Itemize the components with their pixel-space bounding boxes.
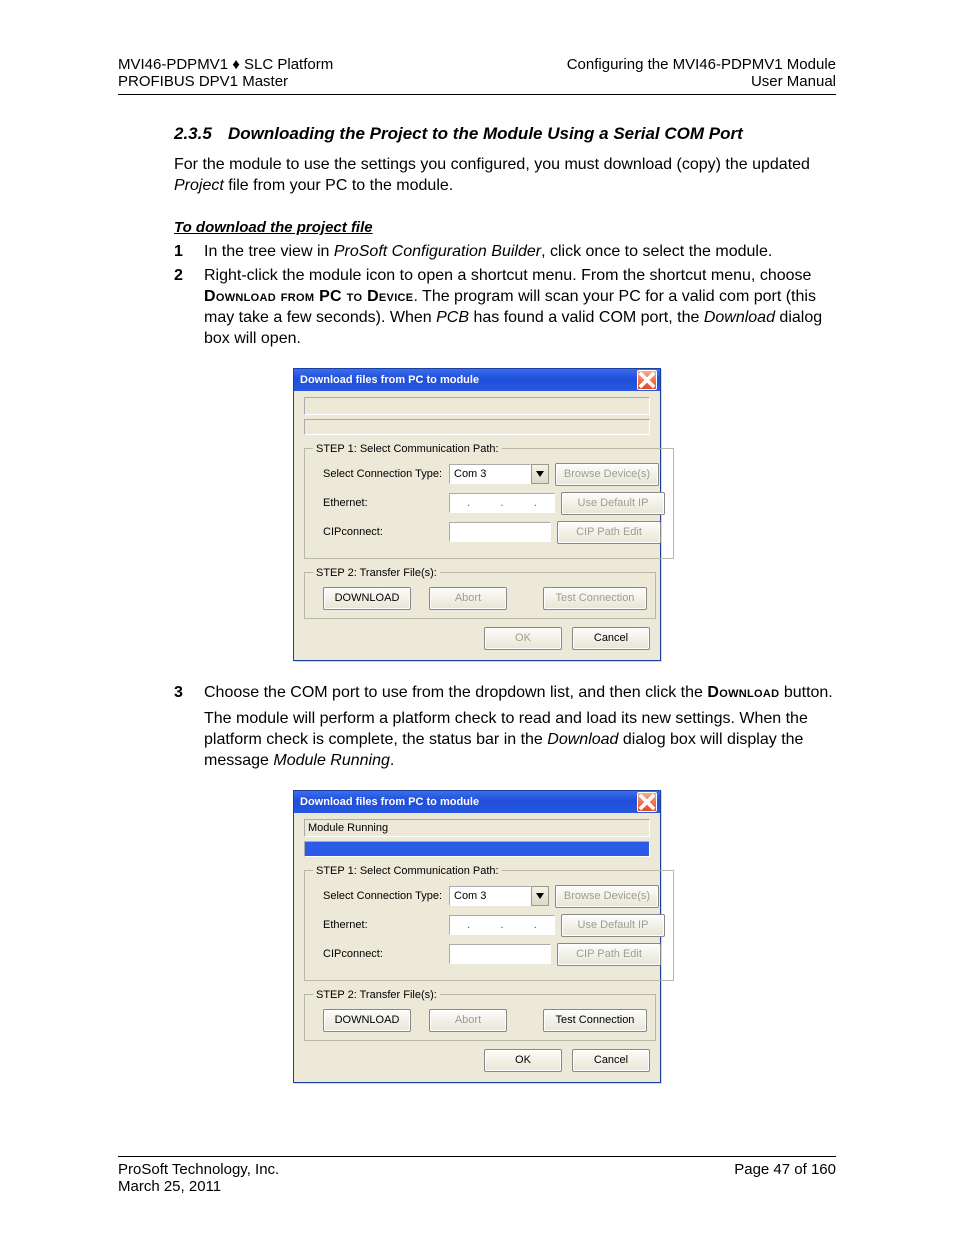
- section-heading: 2.3.5 Downloading the Project to the Mod…: [174, 123, 836, 145]
- test-connection-button[interactable]: Test Connection: [543, 1009, 647, 1032]
- conn-type-combo[interactable]: Com 3: [449, 886, 549, 906]
- cip-path-edit-button[interactable]: CIP Path Edit: [557, 521, 661, 544]
- cip-field[interactable]: [449, 944, 551, 964]
- page-footer: ProSoft Technology, Inc. March 25, 2011 …: [118, 1156, 836, 1195]
- step2-legend: STEP 2: Transfer File(s):: [313, 989, 440, 1001]
- header-rule: [118, 94, 836, 95]
- dialog-2-wrap: Download files from PC to module Module …: [118, 790, 836, 1083]
- footer-page: Page 47 of 160: [734, 1161, 836, 1195]
- use-default-ip-button[interactable]: Use Default IP: [561, 914, 665, 937]
- dialog-body: Module Running STEP 1: Select Communicat…: [294, 813, 660, 1082]
- abort-button[interactable]: Abort: [429, 1009, 507, 1032]
- conn-type-label: Select Connection Type:: [313, 468, 443, 480]
- download-button[interactable]: DOWNLOAD: [323, 1009, 411, 1032]
- step1-legend: STEP 1: Select Communication Path:: [313, 865, 502, 877]
- ok-button[interactable]: OK: [484, 1049, 562, 1072]
- progress-bar: [304, 419, 650, 435]
- dialog-title: Download files from PC to module: [300, 374, 479, 386]
- status-line: Module Running: [304, 819, 650, 837]
- step-2: 2 Right-click the module icon to open a …: [174, 266, 836, 349]
- test-connection-button[interactable]: Test Connection: [543, 587, 647, 610]
- ok-button[interactable]: OK: [484, 627, 562, 650]
- dialog-body: STEP 1: Select Communication Path: Selec…: [294, 391, 660, 660]
- step-1: 1 In the tree view in ProSoft Configurat…: [174, 242, 836, 263]
- cancel-button[interactable]: Cancel: [572, 1049, 650, 1072]
- ethernet-label: Ethernet:: [313, 497, 443, 509]
- close-icon[interactable]: [637, 370, 657, 390]
- conn-type-combo[interactable]: Com 3: [449, 464, 549, 484]
- header-left-1: MVI46-PDPMV1 ♦ SLC Platform: [118, 56, 333, 73]
- ethernet-field[interactable]: ...: [449, 493, 555, 513]
- download-dialog-initial: Download files from PC to module STEP 1:…: [293, 368, 661, 661]
- step2-legend: STEP 2: Transfer File(s):: [313, 567, 440, 579]
- step-3: 3 Choose the COM port to use from the dr…: [174, 683, 836, 772]
- page: MVI46-PDPMV1 ♦ SLC Platform PROFIBUS DPV…: [0, 0, 954, 1235]
- footer-date: March 25, 2011: [118, 1178, 279, 1195]
- step2-group: STEP 2: Transfer File(s): DOWNLOAD Abort…: [304, 567, 656, 619]
- status-line: [304, 397, 650, 415]
- cip-label: CIPconnect:: [313, 526, 443, 538]
- ethernet-field[interactable]: ...: [449, 915, 555, 935]
- page-header: MVI46-PDPMV1 ♦ SLC Platform PROFIBUS DPV…: [118, 56, 836, 90]
- progress-bar: [304, 841, 650, 857]
- chevron-down-icon[interactable]: [531, 464, 549, 484]
- step1-group: STEP 1: Select Communication Path: Selec…: [304, 443, 674, 559]
- footer-rule: [118, 1156, 836, 1157]
- cip-field[interactable]: [449, 522, 551, 542]
- intro-paragraph: For the module to use the settings you c…: [174, 155, 836, 197]
- sub-heading: To download the project file: [174, 219, 836, 236]
- dialog-titlebar[interactable]: Download files from PC to module: [294, 791, 660, 813]
- cancel-button[interactable]: Cancel: [572, 627, 650, 650]
- header-left-2: PROFIBUS DPV1 Master: [118, 73, 333, 90]
- abort-button[interactable]: Abort: [429, 587, 507, 610]
- dialog-1-wrap: Download files from PC to module STEP 1:…: [118, 368, 836, 661]
- dialog-titlebar[interactable]: Download files from PC to module: [294, 369, 660, 391]
- footer-company: ProSoft Technology, Inc.: [118, 1161, 279, 1178]
- conn-type-value: Com 3: [449, 886, 531, 906]
- step1-legend: STEP 1: Select Communication Path:: [313, 443, 502, 455]
- download-dialog-running: Download files from PC to module Module …: [293, 790, 661, 1083]
- step2-group: STEP 2: Transfer File(s): DOWNLOAD Abort…: [304, 989, 656, 1041]
- chevron-down-icon[interactable]: [531, 886, 549, 906]
- browse-devices-button[interactable]: Browse Device(s): [555, 463, 659, 486]
- section-title: Downloading the Project to the Module Us…: [228, 123, 743, 145]
- section-number: 2.3.5: [174, 123, 228, 145]
- conn-type-value: Com 3: [449, 464, 531, 484]
- conn-type-label: Select Connection Type:: [313, 890, 443, 902]
- browse-devices-button[interactable]: Browse Device(s): [555, 885, 659, 908]
- cip-label: CIPconnect:: [313, 948, 443, 960]
- step1-group: STEP 1: Select Communication Path: Selec…: [304, 865, 674, 981]
- step-list-cont: 3 Choose the COM port to use from the dr…: [174, 683, 836, 772]
- use-default-ip-button[interactable]: Use Default IP: [561, 492, 665, 515]
- ethernet-label: Ethernet:: [313, 919, 443, 931]
- dialog-title: Download files from PC to module: [300, 796, 479, 808]
- close-icon[interactable]: [637, 792, 657, 812]
- step-list: 1 In the tree view in ProSoft Configurat…: [174, 242, 836, 350]
- header-right-2: User Manual: [567, 73, 836, 90]
- cip-path-edit-button[interactable]: CIP Path Edit: [557, 943, 661, 966]
- header-right-1: Configuring the MVI46-PDPMV1 Module: [567, 56, 836, 73]
- download-button[interactable]: DOWNLOAD: [323, 587, 411, 610]
